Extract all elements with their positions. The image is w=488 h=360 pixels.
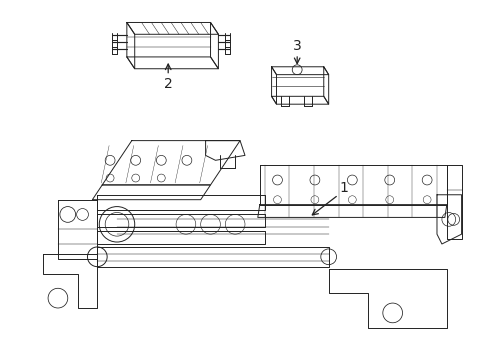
Text: 2: 2 (163, 77, 172, 90)
Text: 1: 1 (338, 181, 347, 195)
Text: 3: 3 (292, 39, 301, 53)
